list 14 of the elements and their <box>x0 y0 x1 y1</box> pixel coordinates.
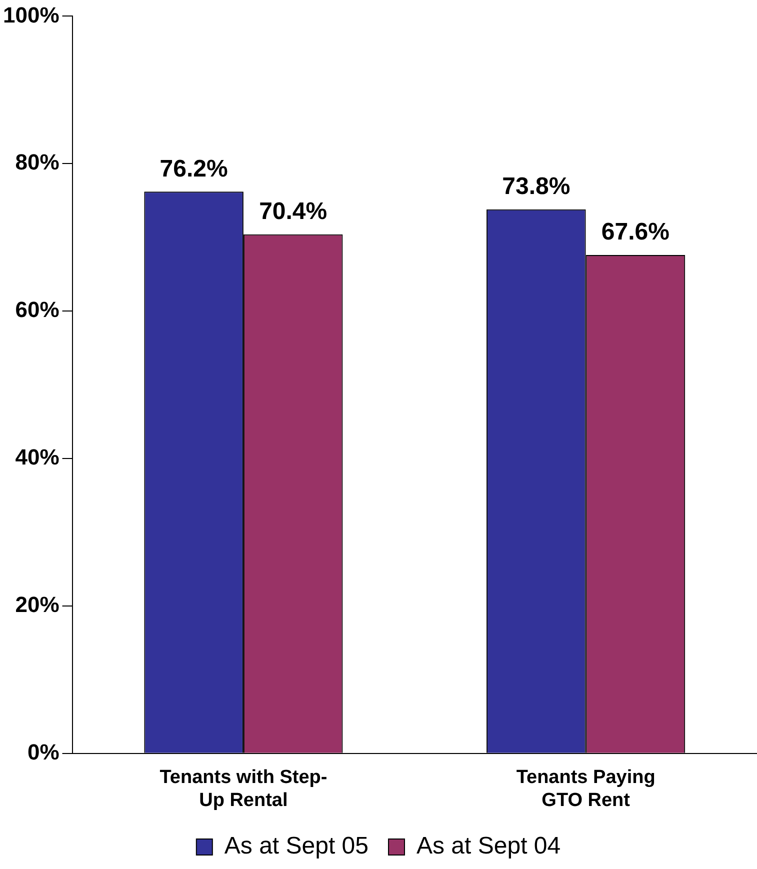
x-tick-label: Tenants with Step-Up Rental <box>160 767 328 811</box>
y-tick-label: 0% <box>27 739 60 764</box>
y-tick-label: 40% <box>15 444 60 470</box>
y-tick-label: 60% <box>15 297 60 322</box>
data-label: 67.6% <box>601 218 670 246</box>
x-tick-label: Tenants Paying GTO Rent <box>516 767 656 811</box>
y-tick-label: 20% <box>15 592 60 618</box>
data-label: 70.4% <box>259 198 328 226</box>
legend-label: As at Sept 04 <box>416 832 561 860</box>
y-tick-label: 100% <box>2 2 60 28</box>
data-label: 76.2% <box>160 155 228 182</box>
legend-label: As at Sept 05 <box>224 832 368 860</box>
y-tick-label: 80% <box>15 150 60 175</box>
data-label: 73.8% <box>502 172 570 200</box>
